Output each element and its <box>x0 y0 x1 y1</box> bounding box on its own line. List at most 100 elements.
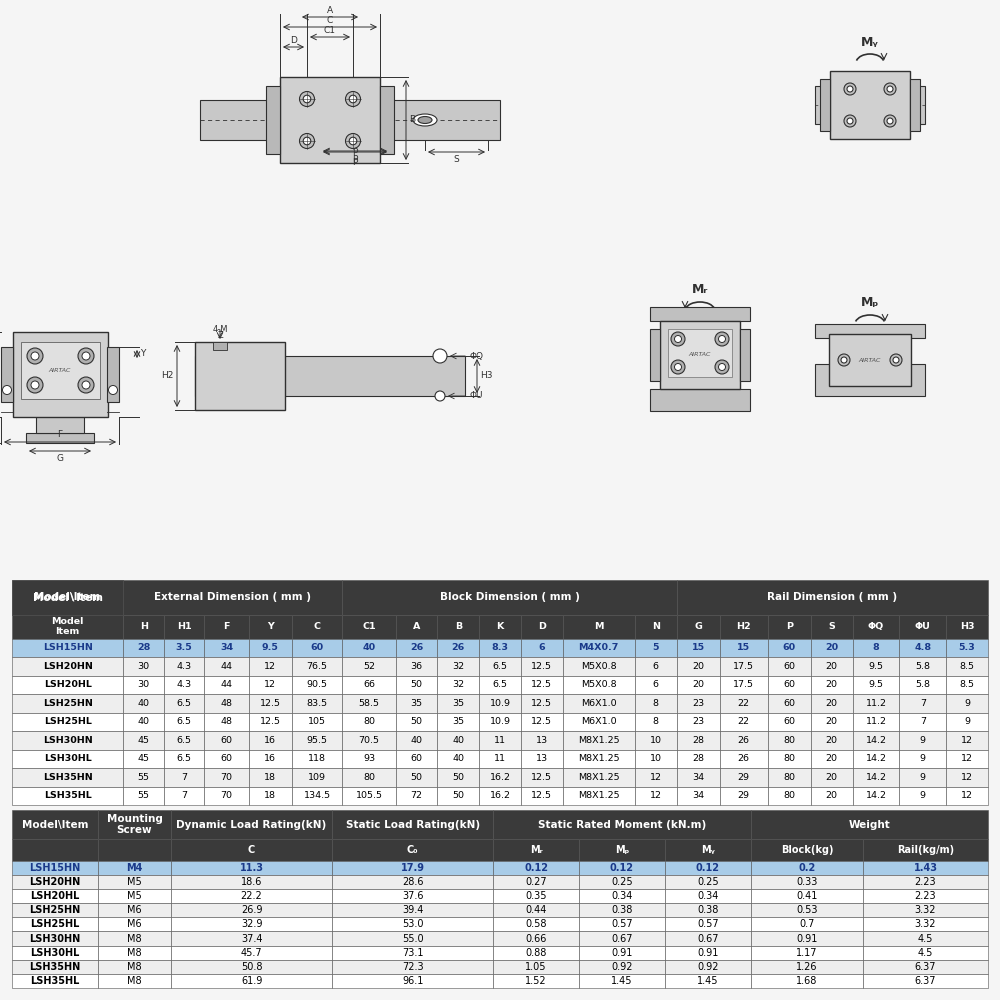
Text: Mₚ: Mₚ <box>615 845 629 855</box>
Text: M5X0.8: M5X0.8 <box>581 680 617 689</box>
Bar <box>751 960 863 974</box>
Text: 70: 70 <box>221 791 233 800</box>
Text: Static Load Rating(kN): Static Load Rating(kN) <box>346 820 480 830</box>
Circle shape <box>838 354 850 366</box>
Bar <box>249 615 292 639</box>
Text: G: G <box>56 454 64 463</box>
Text: 14.2: 14.2 <box>865 773 886 782</box>
Bar <box>437 786 479 805</box>
Bar <box>768 694 811 712</box>
Text: 3.5: 3.5 <box>176 643 193 652</box>
Text: Rail(kg/m): Rail(kg/m) <box>897 845 954 855</box>
Text: P: P <box>352 148 358 157</box>
Bar <box>123 694 164 712</box>
Bar <box>437 731 479 750</box>
Text: 10.9: 10.9 <box>490 717 511 726</box>
Bar <box>521 615 563 639</box>
Text: 9: 9 <box>964 699 970 708</box>
Bar <box>853 712 899 731</box>
Bar <box>579 903 665 917</box>
Text: 23: 23 <box>692 717 704 726</box>
Circle shape <box>841 357 847 363</box>
Text: H: H <box>140 622 148 631</box>
Bar <box>98 810 171 839</box>
Circle shape <box>893 357 899 363</box>
Text: 48: 48 <box>221 717 233 726</box>
Bar <box>853 731 899 750</box>
Text: 60: 60 <box>221 736 233 745</box>
Text: 4.8: 4.8 <box>914 643 931 652</box>
Text: 20: 20 <box>826 754 838 763</box>
Text: 96.1: 96.1 <box>402 976 423 986</box>
Text: 14.2: 14.2 <box>865 736 886 745</box>
Text: 6.5: 6.5 <box>177 717 192 726</box>
Bar <box>479 712 521 731</box>
Text: 12: 12 <box>264 680 276 689</box>
Bar <box>635 676 677 694</box>
Text: 0.38: 0.38 <box>611 905 633 915</box>
Text: 20: 20 <box>826 773 838 782</box>
Circle shape <box>82 381 90 389</box>
Text: 20: 20 <box>826 699 838 708</box>
Text: 2.23: 2.23 <box>915 891 936 901</box>
Text: 20: 20 <box>826 717 838 726</box>
Text: Rail Dimension ( mm ): Rail Dimension ( mm ) <box>767 592 897 602</box>
Text: 16: 16 <box>264 736 276 745</box>
Circle shape <box>303 137 311 145</box>
Text: 80: 80 <box>783 754 795 763</box>
Bar <box>123 712 164 731</box>
Bar <box>677 580 988 615</box>
Bar <box>493 839 579 861</box>
Text: 60: 60 <box>783 662 795 671</box>
Bar <box>811 676 853 694</box>
Text: 1.68: 1.68 <box>796 976 818 986</box>
Bar <box>863 839 988 861</box>
Text: 11.2: 11.2 <box>865 699 886 708</box>
Text: 5.8: 5.8 <box>915 662 930 671</box>
Text: AIRTAC: AIRTAC <box>859 358 881 362</box>
Bar <box>12 875 98 889</box>
Text: M6X1.0: M6X1.0 <box>581 717 617 726</box>
Text: 9: 9 <box>964 717 970 726</box>
Text: 32.9: 32.9 <box>241 919 262 929</box>
Text: 34: 34 <box>692 791 704 800</box>
Text: 48: 48 <box>221 699 233 708</box>
Bar <box>164 615 204 639</box>
Bar <box>12 810 98 839</box>
Text: LSH20HN: LSH20HN <box>43 662 93 671</box>
Text: M4: M4 <box>126 863 143 873</box>
Bar <box>650 307 750 321</box>
Text: 105: 105 <box>308 717 326 726</box>
Circle shape <box>349 137 357 145</box>
Bar <box>204 657 249 676</box>
Text: 18.6: 18.6 <box>241 877 262 887</box>
Text: 80: 80 <box>783 736 795 745</box>
Circle shape <box>31 381 39 389</box>
Text: Mᵧ: Mᵧ <box>701 845 715 855</box>
Text: M4X0.7: M4X0.7 <box>579 643 619 652</box>
Circle shape <box>674 363 682 370</box>
Bar <box>751 931 863 946</box>
Bar <box>815 86 925 124</box>
Bar <box>13 332 108 417</box>
Text: Block(kg): Block(kg) <box>781 845 833 855</box>
Bar <box>332 946 493 960</box>
Bar <box>396 750 437 768</box>
Bar <box>493 810 751 839</box>
Text: 35: 35 <box>452 699 464 708</box>
Text: LSH35HL: LSH35HL <box>30 976 80 986</box>
Bar <box>751 974 863 988</box>
Bar <box>249 786 292 805</box>
Circle shape <box>890 354 902 366</box>
Text: 58.5: 58.5 <box>358 699 379 708</box>
Text: 10: 10 <box>650 736 662 745</box>
Text: 12: 12 <box>650 791 662 800</box>
Text: 50: 50 <box>410 680 422 689</box>
Text: 50: 50 <box>452 773 464 782</box>
Bar <box>768 615 811 639</box>
Bar <box>811 768 853 786</box>
Text: P: P <box>352 155 358 164</box>
Text: G: G <box>694 622 702 631</box>
Text: 12.5: 12.5 <box>531 680 552 689</box>
Bar <box>171 974 332 988</box>
